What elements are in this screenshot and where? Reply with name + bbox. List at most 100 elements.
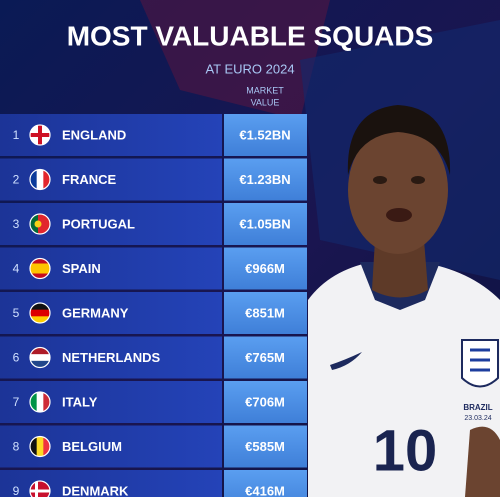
flag-part bbox=[30, 303, 50, 311]
country: NETHERLANDS bbox=[62, 350, 161, 365]
country: FRANCE bbox=[62, 172, 116, 187]
flag bbox=[29, 391, 51, 413]
column-header: MARKET bbox=[246, 85, 284, 95]
logo bbox=[330, 352, 362, 370]
rank: 9 bbox=[13, 484, 20, 497]
country: ENGLAND bbox=[62, 127, 126, 142]
flag-part bbox=[30, 309, 50, 317]
hair bbox=[347, 105, 451, 175]
flag-ring bbox=[29, 391, 51, 413]
flag-part bbox=[30, 214, 38, 234]
table: 1 ENGLAND €1.52BN 2 FRANCE €1.23BN 3 PORTUGAL €1… bbox=[0, 114, 307, 497]
title: MOST VALUABLE SQUADS bbox=[67, 20, 434, 51]
flag bbox=[29, 302, 51, 324]
flag bbox=[29, 168, 51, 191]
head bbox=[348, 126, 448, 254]
flag-ring bbox=[29, 168, 51, 191]
flag-part bbox=[30, 263, 50, 274]
market-value: €765M bbox=[245, 350, 285, 365]
rank: 3 bbox=[13, 217, 20, 231]
flag-body bbox=[30, 347, 50, 368]
mouth bbox=[386, 208, 412, 222]
jersey-number: 10 bbox=[373, 418, 438, 483]
value-cell bbox=[224, 381, 307, 423]
flag-part bbox=[30, 133, 50, 137]
flag-part bbox=[30, 169, 38, 190]
market-value: €416M bbox=[245, 483, 285, 497]
flag-part bbox=[36, 436, 44, 457]
flag-part bbox=[36, 169, 44, 190]
market-value: €585M bbox=[245, 439, 285, 454]
flag bbox=[29, 435, 51, 458]
flag-body bbox=[30, 436, 50, 457]
flag-body bbox=[30, 481, 50, 497]
flag-part bbox=[30, 354, 50, 362]
rank: 2 bbox=[13, 173, 20, 187]
value-cell bbox=[224, 292, 307, 334]
market-value: €1.23BN bbox=[239, 172, 290, 187]
country: BELGIUM bbox=[62, 439, 122, 454]
value-cell bbox=[224, 336, 307, 379]
country: PORTUGAL bbox=[62, 216, 135, 231]
eye bbox=[411, 176, 425, 184]
rank: 7 bbox=[13, 395, 20, 409]
value-cell bbox=[224, 203, 307, 245]
country: DENMARK bbox=[62, 483, 129, 497]
accent bbox=[140, 0, 330, 120]
rank: 8 bbox=[13, 440, 20, 454]
market-value: €1.05BN bbox=[239, 216, 290, 231]
badge-lions bbox=[470, 348, 490, 372]
flag-body bbox=[30, 258, 50, 279]
player: BRAZIL 23.03.24 10 bbox=[308, 105, 500, 497]
badge bbox=[461, 339, 499, 388]
shirt bbox=[308, 262, 500, 497]
column-header: VALUE bbox=[251, 97, 280, 107]
flag-body bbox=[30, 214, 50, 234]
flag-body bbox=[30, 125, 50, 145]
flag-ring bbox=[29, 346, 51, 369]
flag-ring bbox=[29, 302, 51, 324]
rank: 5 bbox=[13, 306, 20, 320]
flag bbox=[29, 213, 51, 235]
flag-body bbox=[30, 303, 50, 323]
market-value: €706M bbox=[245, 394, 285, 409]
patch-text: 23.03.24 bbox=[464, 415, 491, 422]
subtitle: AT EURO 2024 bbox=[205, 61, 294, 76]
flag bbox=[29, 124, 51, 146]
flag bbox=[29, 480, 51, 497]
neck bbox=[372, 240, 428, 298]
flag-body bbox=[30, 392, 50, 412]
flag-part bbox=[30, 436, 38, 457]
value-cell bbox=[224, 114, 307, 156]
flag bbox=[29, 257, 51, 280]
flag-part bbox=[30, 347, 50, 355]
market-value: €1.52BN bbox=[239, 127, 290, 142]
flag bbox=[29, 346, 51, 369]
country: GERMANY bbox=[62, 305, 129, 320]
rank: 4 bbox=[13, 262, 20, 276]
flag-body bbox=[30, 169, 50, 190]
market-value: €851M bbox=[245, 305, 285, 320]
flag-ring bbox=[29, 257, 51, 280]
flag-part bbox=[43, 169, 50, 190]
flag-part bbox=[34, 220, 42, 228]
patch-text: BRAZIL bbox=[463, 403, 492, 412]
value-cell bbox=[224, 425, 307, 468]
flag-ring bbox=[29, 435, 51, 458]
flag-part bbox=[43, 392, 50, 412]
flag-part bbox=[30, 489, 50, 493]
flag-ring bbox=[29, 124, 51, 146]
hand bbox=[465, 426, 500, 497]
flag-part bbox=[35, 481, 38, 497]
flag-part bbox=[30, 392, 38, 412]
flag-part bbox=[30, 316, 50, 323]
value-cell bbox=[224, 158, 307, 201]
eye bbox=[373, 176, 387, 184]
rank: 1 bbox=[13, 128, 20, 142]
value-cell bbox=[224, 470, 307, 497]
flag-part bbox=[36, 392, 44, 412]
flag-part bbox=[43, 436, 50, 457]
market-value: €966M bbox=[245, 261, 285, 276]
